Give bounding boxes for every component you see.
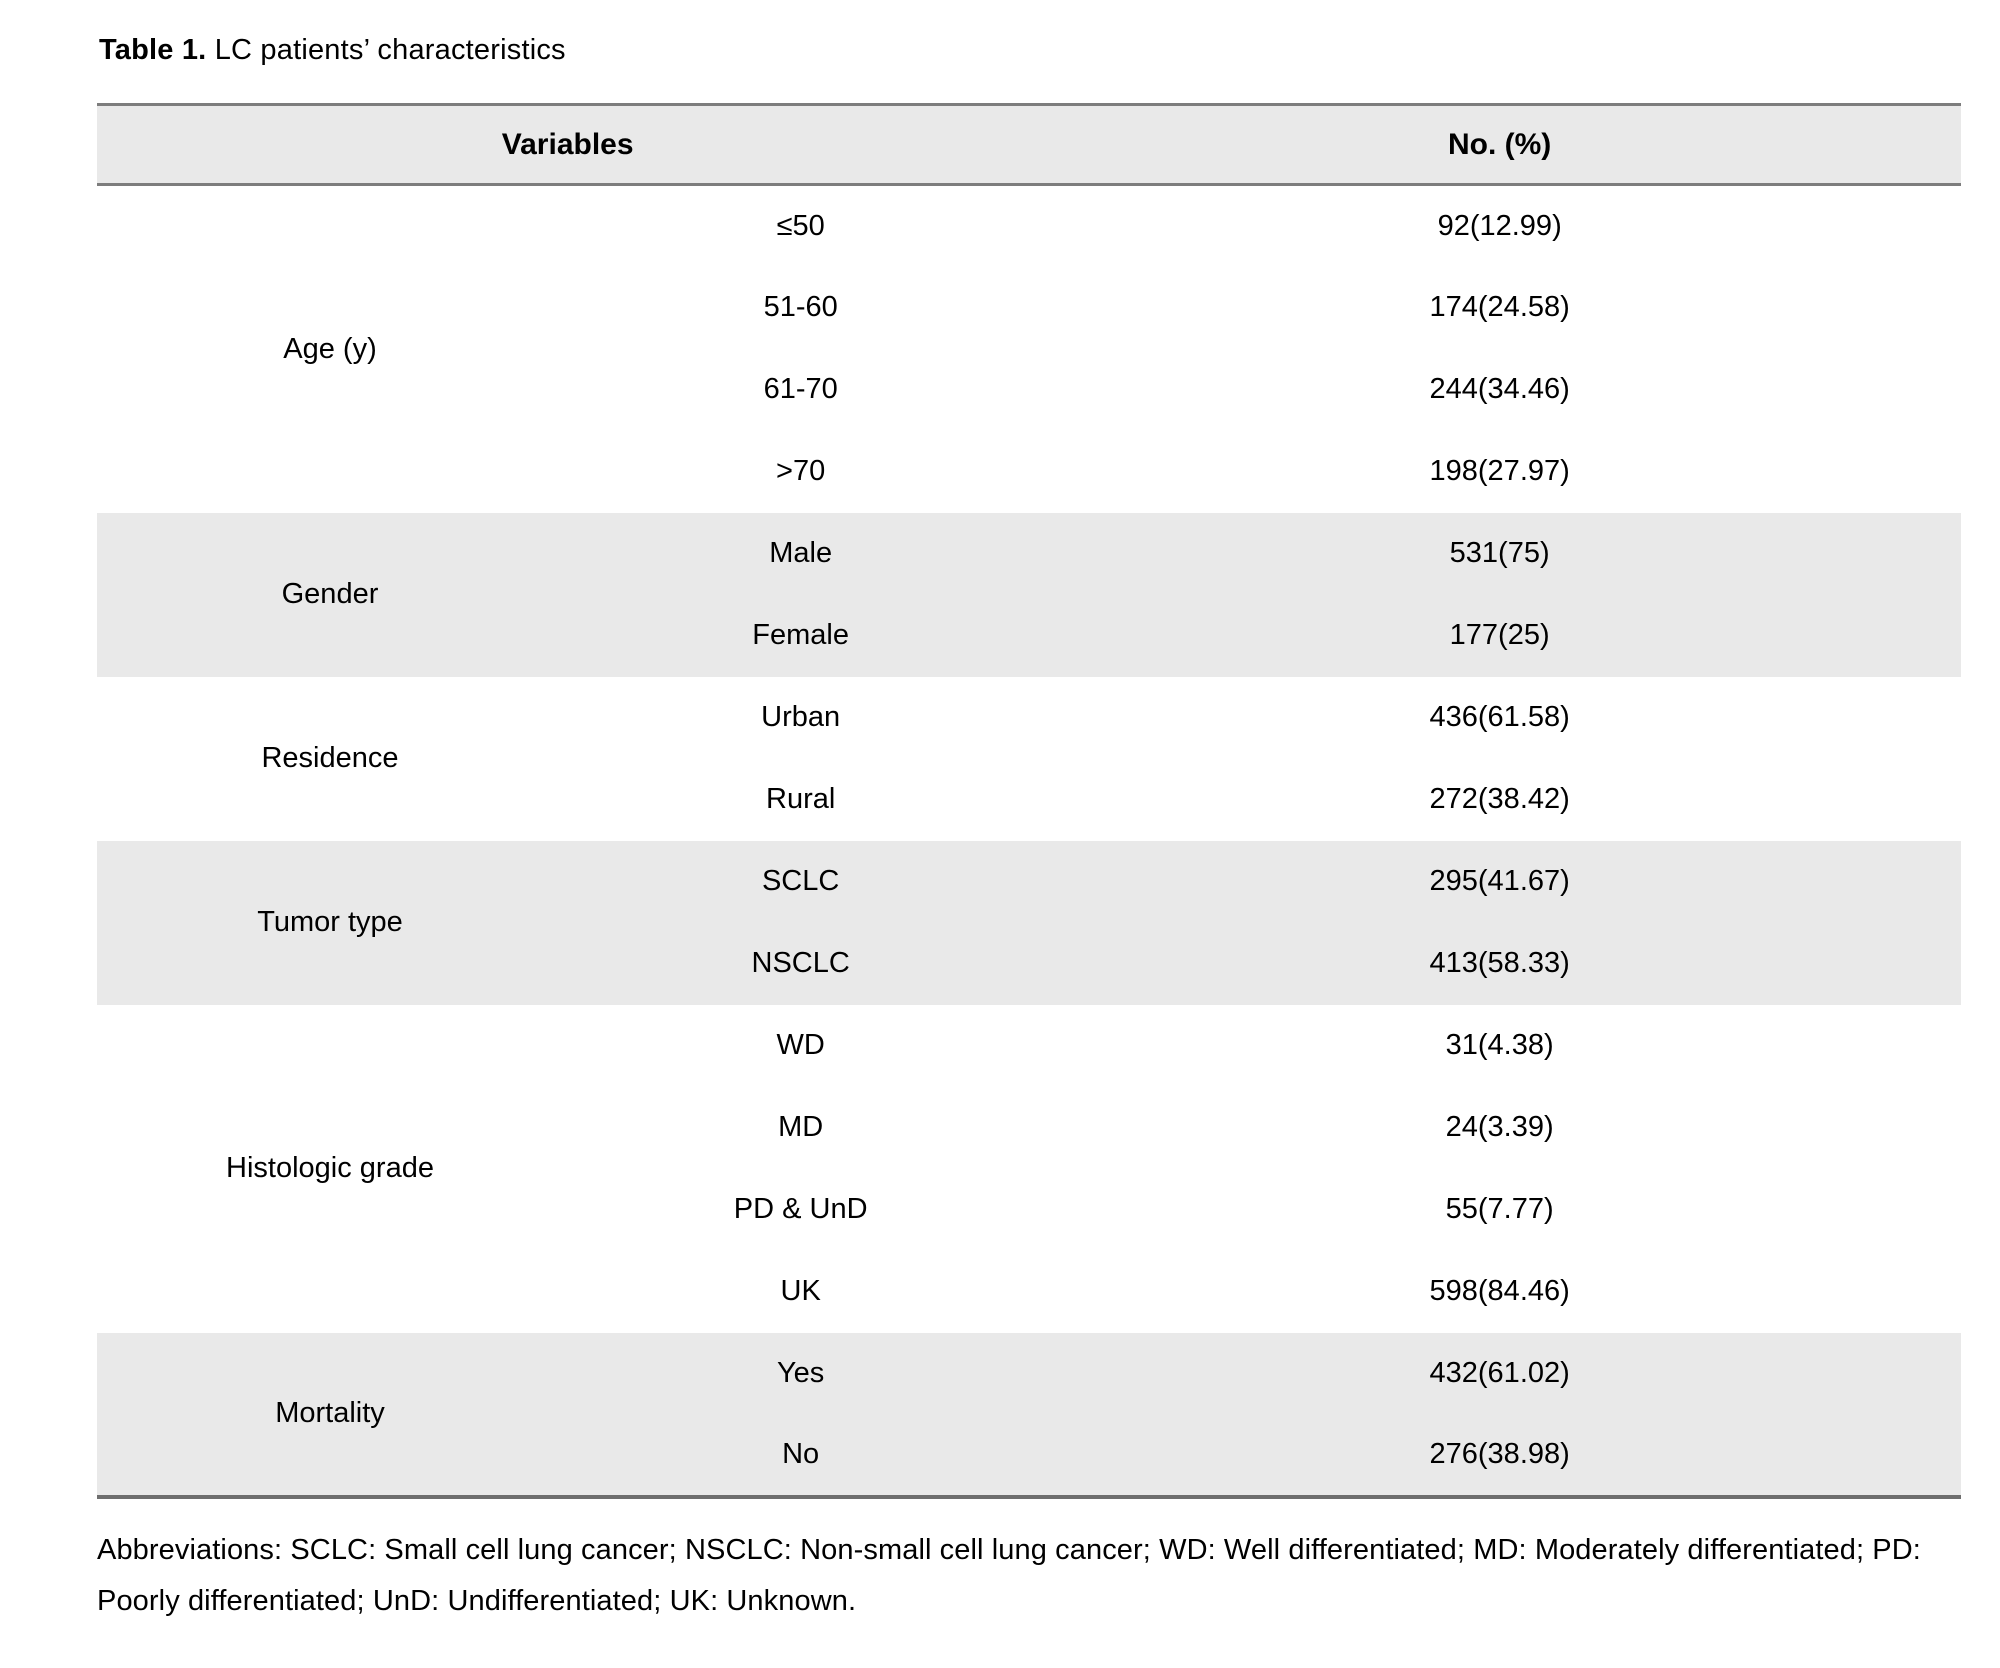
variable-cell: Mortality	[97, 1332, 563, 1497]
variable-cell: Gender	[97, 512, 563, 677]
value-cell: 531(75)	[1038, 512, 1961, 595]
patient-characteristics-table: Variables No. (%) Age (y) ≤50 92(12.99) 51-…	[97, 103, 1961, 1499]
value-cell: 413(58.33)	[1038, 922, 1961, 1005]
table-row: Age (y) ≤50 92(12.99)	[97, 184, 1961, 513]
value-cell: 24(3.39)	[1038, 1086, 1961, 1169]
category-cell: Male	[563, 512, 1039, 595]
table-number-label: Table 1.	[99, 34, 207, 66]
table-row: 61-70 244(34.46)	[97, 348, 1961, 431]
category-cell: Female	[563, 594, 1039, 677]
column-header-variables: Variables	[97, 104, 1039, 186]
value-cell: 432(61.02)	[1038, 1332, 1961, 1415]
table-title: Table 1. LC patients’ characteristics	[99, 34, 1961, 67]
value-cell: 436(61.58)	[1038, 676, 1961, 759]
table-row: PD & UnD 55(7.77)	[97, 1168, 1961, 1251]
category-cell: SCLC	[563, 840, 1039, 923]
value-cell: 295(41.67)	[1038, 840, 1961, 923]
table-body: Age (y) ≤50 92(12.99) 51-60 174(24.58) 61-70 2…	[97, 184, 1961, 1497]
table-row: Mortality Yes 432(61.02)	[97, 1332, 1961, 1497]
category-cell: WD	[563, 1004, 1039, 1087]
value-cell: 55(7.77)	[1038, 1168, 1961, 1251]
value-cell: 177(25)	[1038, 594, 1961, 677]
table-row: Tumor type SCLC 295(41.67)	[97, 840, 1961, 1005]
table-row: Gender Male 531(75)	[97, 512, 1961, 677]
value-cell: 174(24.58)	[1038, 266, 1961, 349]
category-cell: ≤50	[563, 184, 1039, 267]
table-row: Histologic grade WD 31(4.38)	[97, 1004, 1961, 1333]
variable-cell: Histologic grade	[97, 1004, 563, 1333]
table-row: No 276(38.98)	[97, 1414, 1961, 1497]
value-cell: 276(38.98)	[1038, 1414, 1961, 1497]
category-cell: Yes	[563, 1332, 1039, 1415]
abbreviations-footnote: Abbreviations: SCLC: Small cell lung can…	[97, 1533, 1921, 1618]
table-row: UK 598(84.46)	[97, 1250, 1961, 1333]
variable-cell: Tumor type	[97, 840, 563, 1005]
header-row: Variables No. (%)	[97, 104, 1961, 186]
value-cell: 244(34.46)	[1038, 348, 1961, 431]
category-cell: Urban	[563, 676, 1039, 759]
category-cell: 61-70	[563, 348, 1039, 431]
table-caption: LC patients’ characteristics	[206, 34, 566, 66]
category-cell: MD	[563, 1086, 1039, 1169]
table-row: NSCLC 413(58.33)	[97, 922, 1961, 1005]
category-cell: PD & UnD	[563, 1168, 1039, 1251]
category-cell: UK	[563, 1250, 1039, 1333]
table-row: Rural 272(38.42)	[97, 758, 1961, 841]
table-row: Residence Urban 436(61.58)	[97, 676, 1961, 841]
category-cell: No	[563, 1414, 1039, 1497]
variable-cell: Age (y)	[97, 184, 563, 513]
value-cell: 598(84.46)	[1038, 1250, 1961, 1333]
value-cell: 92(12.99)	[1038, 184, 1961, 267]
value-cell: 31(4.38)	[1038, 1004, 1961, 1087]
column-header-no-percent: No. (%)	[1038, 104, 1961, 186]
category-cell: 51-60	[563, 266, 1039, 349]
category-cell: Rural	[563, 758, 1039, 841]
table-row: MD 24(3.39)	[97, 1086, 1961, 1169]
category-cell: >70	[563, 430, 1039, 513]
variable-cell: Residence	[97, 676, 563, 841]
table-row: 51-60 174(24.58)	[97, 266, 1961, 349]
table-row: Female 177(25)	[97, 594, 1961, 677]
value-cell: 198(27.97)	[1038, 430, 1961, 513]
value-cell: 272(38.42)	[1038, 758, 1961, 841]
category-cell: NSCLC	[563, 922, 1039, 1005]
table-row: >70 198(27.97)	[97, 430, 1961, 513]
